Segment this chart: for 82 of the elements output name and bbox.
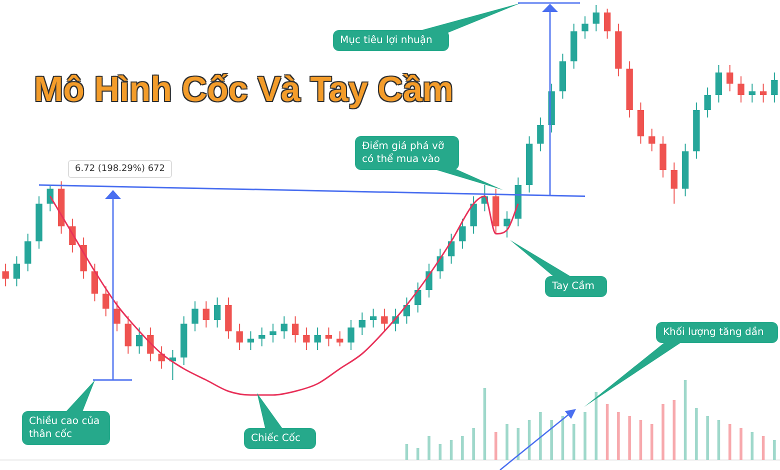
annotation: Chiều cao của thân cốc: [22, 411, 110, 445]
candlestick: [760, 83, 767, 103]
candlestick: [102, 286, 110, 317]
candlestick: [336, 330, 344, 347]
bar: [584, 412, 586, 460]
candlestick: [537, 117, 544, 152]
annotation: Điểm giá phá vỡ có thể mua vào: [355, 136, 459, 170]
candlestick: [147, 327, 154, 362]
bar: [628, 416, 631, 460]
candlestick: [348, 320, 354, 350]
candlestick: [24, 233, 32, 272]
candlestick: [748, 83, 756, 103]
candlestick: [704, 87, 711, 118]
bar: [472, 428, 475, 460]
candlestick: [470, 196, 477, 234]
candlestick: [280, 316, 288, 340]
candlestick: [136, 327, 143, 354]
candlestick: [270, 323, 276, 343]
annotation: Khối lượng tăng dần: [656, 322, 778, 343]
candlestick: [236, 323, 243, 350]
bar: [494, 432, 498, 460]
candlestick: [292, 316, 299, 343]
candlestick: [192, 300, 198, 332]
candlestick: [670, 162, 678, 204]
candlestick: [247, 330, 254, 350]
candlestick: [582, 16, 588, 40]
candlestick: [158, 346, 165, 370]
candlestick: [738, 76, 744, 103]
bar: [662, 404, 664, 460]
bar: [539, 412, 542, 460]
bar: [461, 436, 464, 460]
bar: [450, 440, 453, 460]
candlestick: [358, 312, 366, 336]
candlestick: [592, 4, 600, 32]
bar: [740, 428, 742, 460]
annotation: Chiếc Cốc: [244, 428, 316, 449]
bar: [672, 400, 676, 460]
bar: [706, 416, 709, 460]
candlestick: [303, 327, 310, 350]
bar: [438, 444, 442, 460]
bar: [717, 420, 720, 460]
candlestick: [370, 308, 377, 328]
bar: [750, 432, 754, 460]
candlestick: [604, 8, 611, 40]
bar: [550, 420, 553, 460]
candlestick: [258, 327, 266, 347]
bar: [416, 448, 420, 460]
candlestick: [504, 210, 510, 238]
bar: [684, 380, 687, 460]
candlestick: [124, 316, 132, 354]
candlestick: [91, 263, 98, 302]
annotation: Mục tiêu lợi nhuận: [333, 30, 449, 51]
bar: [428, 436, 430, 460]
bar: [483, 388, 486, 460]
bar: [405, 444, 408, 460]
candlestick: [2, 263, 9, 287]
candlestick: [771, 72, 778, 103]
candlestick: [648, 128, 656, 152]
candlestick: [726, 64, 734, 92]
bar: [695, 408, 698, 460]
candlestick: [325, 327, 332, 347]
candlestick: [314, 327, 321, 350]
bar: [728, 424, 732, 460]
bar: [506, 424, 508, 460]
bar: [773, 440, 776, 460]
candlestick: [426, 263, 432, 298]
candlestick: [214, 297, 221, 328]
candlestick: [381, 308, 388, 332]
bar: [762, 436, 765, 460]
text: Mô Hình Cốc Và Tay Cầm: [34, 70, 454, 110]
candlestick: [114, 300, 120, 332]
candlestick: [202, 300, 210, 328]
bar: [617, 412, 620, 460]
annotation: 6.72 (198.29%) 672: [68, 160, 172, 178]
bar: [650, 424, 654, 460]
candlestick: [13, 256, 20, 287]
annotation: Tay Cầm: [545, 276, 607, 297]
candlestick: [715, 64, 722, 103]
candlestick: [459, 218, 466, 250]
bar: [606, 404, 609, 460]
bar: [572, 424, 576, 460]
bar: [639, 420, 642, 460]
